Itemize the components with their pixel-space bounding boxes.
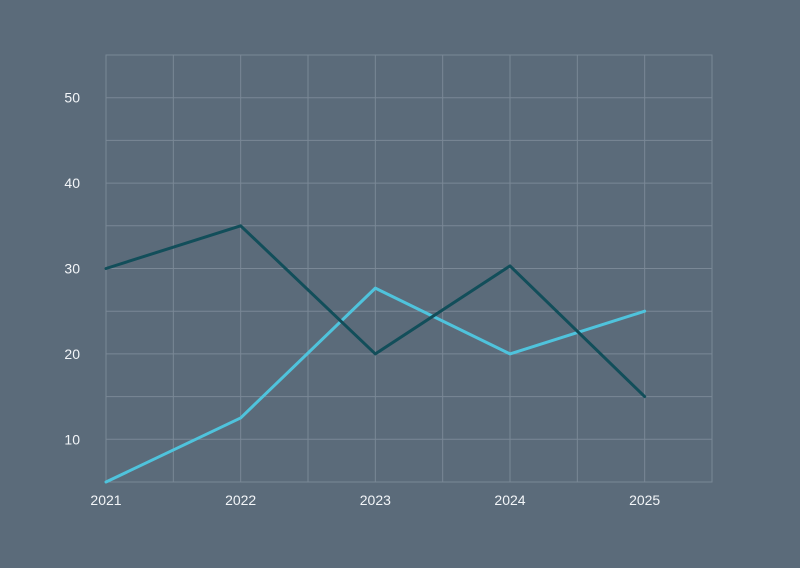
y-tick-label: 20 xyxy=(64,346,80,362)
y-tick-label: 10 xyxy=(64,431,80,447)
x-axis-ticks: 2021 2022 2023 2024 2025 xyxy=(90,492,660,508)
y-axis-ticks: 10 20 30 40 50 xyxy=(64,90,80,448)
y-tick-label: 40 xyxy=(64,175,80,191)
y-tick-label: 50 xyxy=(64,90,80,106)
series-line-1 xyxy=(104,286,647,484)
series-group xyxy=(104,224,647,484)
x-tick-label: 2021 xyxy=(90,492,121,508)
grid xyxy=(106,55,712,482)
x-tick-label: 2024 xyxy=(494,492,525,508)
x-tick-label: 2023 xyxy=(360,492,391,508)
series-line-2 xyxy=(104,224,647,399)
x-tick-label: 2025 xyxy=(629,492,660,508)
y-tick-label: 30 xyxy=(64,261,80,277)
x-tick-label: 2022 xyxy=(225,492,256,508)
